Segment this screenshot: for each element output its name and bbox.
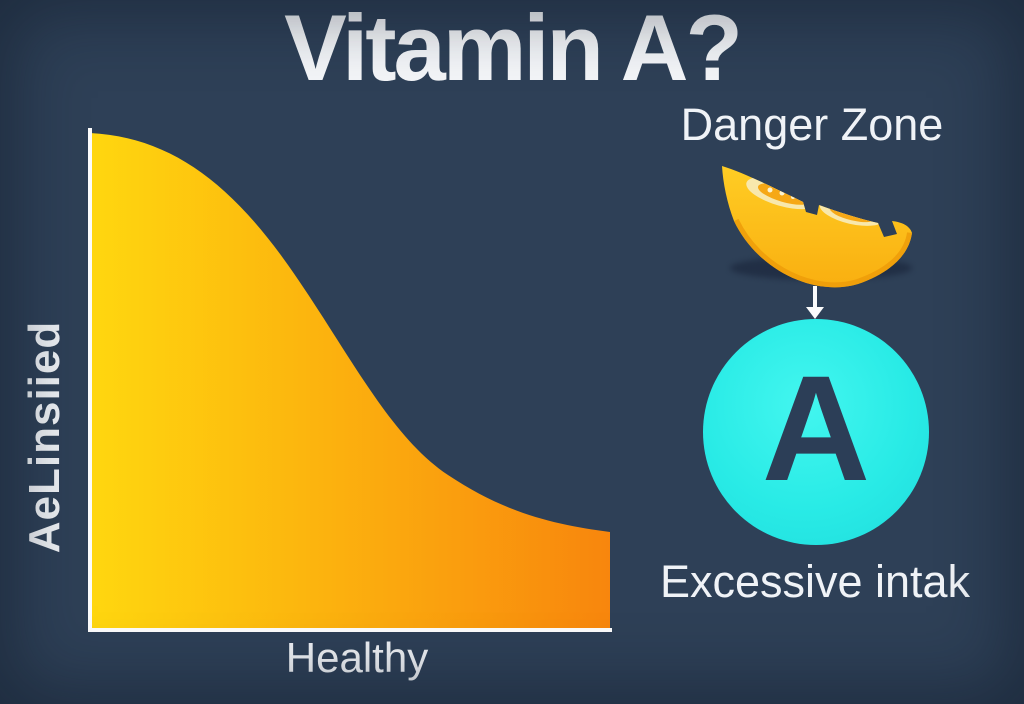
badge-letter: A [761,344,871,512]
excessive-intake-label: Excessive intak [659,556,971,607]
danger-zone-heading: Danger Zone [680,99,944,150]
intake-benefit-area-curve [90,133,610,628]
down-arrow-head [806,307,824,319]
y-axis [88,128,92,632]
x-axis [88,628,612,632]
y-axis-label: AeLinsiied [20,320,69,554]
down-arrow-icon [804,286,826,320]
melon-rind-shading [729,218,912,288]
x-axis-label: Healthy [285,634,429,681]
down-arrow-stem [813,286,817,308]
melon-slice-icon [722,166,912,288]
area-fill [90,133,610,628]
page-title: Vitamin A? [284,0,743,100]
vitamin-a-badge: A [703,319,929,545]
